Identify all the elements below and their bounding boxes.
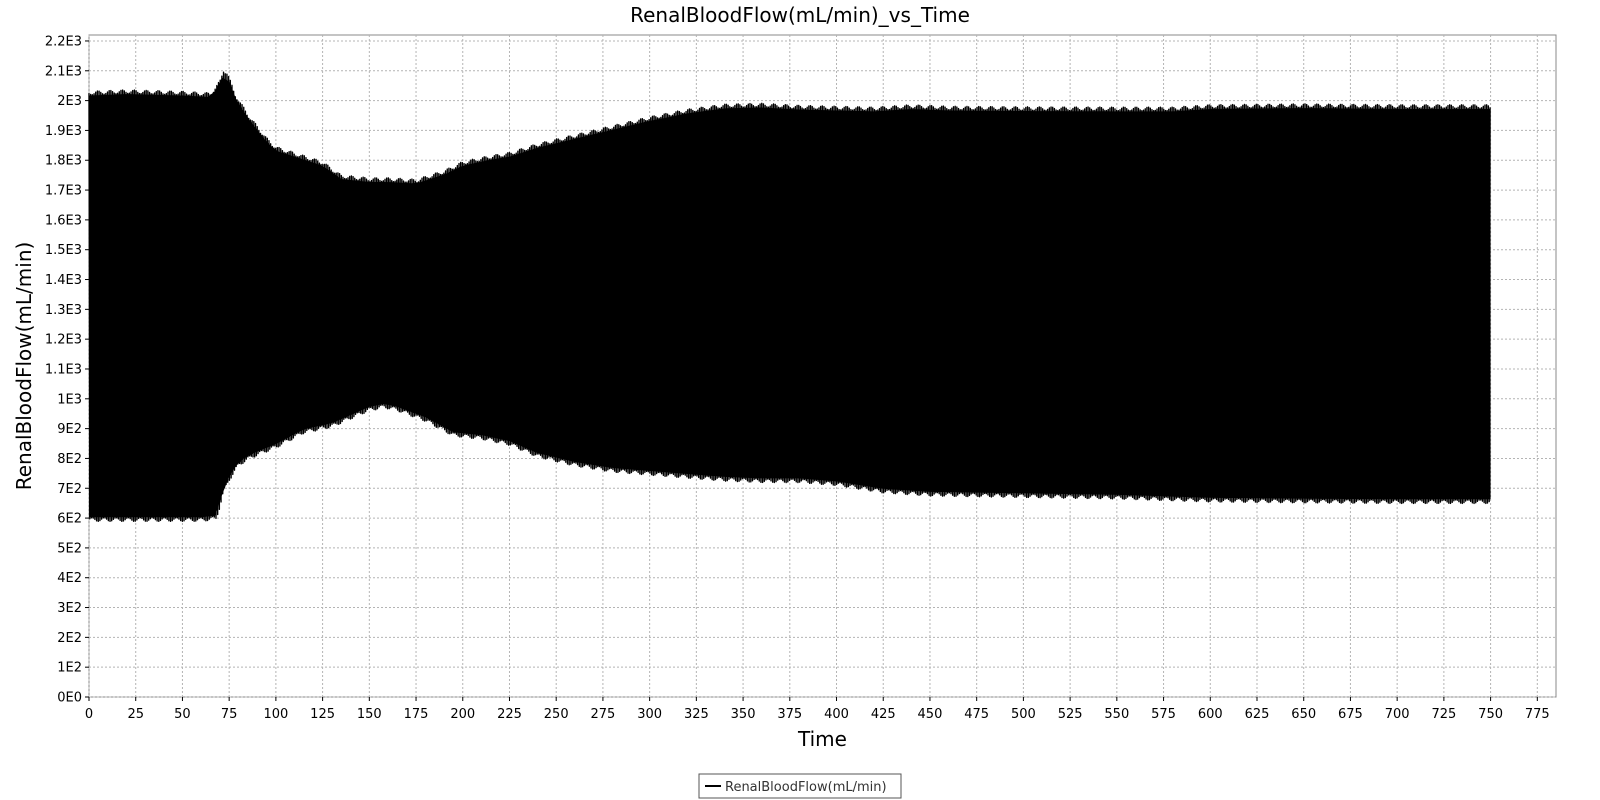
legend-item-label: RenalBloodFlow(mL/min) [725, 780, 887, 795]
x-tick-label: 700 [1385, 707, 1410, 722]
x-tick-label: 425 [871, 707, 896, 722]
y-tick-label: 9E2 [57, 422, 82, 437]
x-tick-label: 625 [1245, 707, 1270, 722]
x-tick-label: 400 [824, 707, 849, 722]
x-tick-label: 675 [1338, 707, 1363, 722]
y-tick-label: 2E2 [57, 631, 82, 646]
x-tick-label: 300 [637, 707, 662, 722]
y-axis-title: RenalBloodFlow(mL/min) [12, 242, 36, 491]
y-tick-label: 1.3E3 [45, 303, 82, 318]
x-tick-label: 775 [1525, 707, 1550, 722]
x-tick-label: 225 [497, 707, 522, 722]
x-tick-label: 50 [174, 707, 191, 722]
x-tick-label: 550 [1104, 707, 1129, 722]
x-axis-title: Time [797, 727, 847, 751]
y-tick-label: 8E2 [57, 452, 82, 467]
y-tick-label: 4E2 [57, 571, 82, 586]
x-tick-label: 475 [964, 707, 989, 722]
y-tick-label: 5E2 [57, 541, 82, 556]
x-tick-label: 375 [777, 707, 802, 722]
y-tick-label: 1.2E3 [45, 333, 82, 348]
chart-title: RenalBloodFlow(mL/min)_vs_Time [630, 3, 970, 27]
y-tick-label: 1.4E3 [45, 273, 82, 288]
y-tick-label: 0E0 [57, 691, 82, 706]
y-tick-label: 1.7E3 [45, 184, 82, 199]
y-tick-label: 1.8E3 [45, 154, 82, 169]
y-tick-label: 2E3 [57, 94, 82, 109]
x-tick-label: 175 [404, 707, 429, 722]
legend: RenalBloodFlow(mL/min) [698, 773, 902, 799]
y-tick-label: 2.1E3 [45, 64, 82, 79]
x-tick-label: 250 [544, 707, 569, 722]
x-tick-label: 750 [1478, 707, 1503, 722]
y-tick-label: 1.1E3 [45, 362, 82, 377]
x-tick-label: 500 [1011, 707, 1036, 722]
x-tick-label: 75 [221, 707, 238, 722]
x-tick-label: 150 [357, 707, 382, 722]
y-tick-label: 7E2 [57, 482, 82, 497]
x-tick-label: 25 [127, 707, 144, 722]
x-tick-label: 200 [450, 707, 475, 722]
x-tick-label: 650 [1291, 707, 1316, 722]
x-tick-label: 725 [1431, 707, 1456, 722]
y-tick-label: 1.9E3 [45, 124, 82, 139]
x-tick-label: 450 [918, 707, 943, 722]
x-tick-label: 575 [1151, 707, 1176, 722]
legend-box [698, 773, 902, 799]
y-tick-label: 1.5E3 [45, 243, 82, 258]
y-tick-label: 3E2 [57, 601, 82, 616]
y-axis-ticks: 0E0 1E2 2E2 3E2 4E2 5E2 6E2 7E2 8E2 9E2 1E3 1.1E3 1.… [45, 34, 89, 706]
x-tick-label: 0 [85, 707, 93, 722]
x-tick-label: 325 [684, 707, 709, 722]
series-band [89, 77, 1491, 518]
x-tick-label: 275 [591, 707, 616, 722]
y-tick-label: 2.2E3 [45, 34, 82, 49]
x-tick-label: 350 [731, 707, 756, 722]
y-tick-label: 1.6E3 [45, 213, 82, 228]
y-tick-label: 1E2 [57, 661, 82, 676]
x-tick-label: 600 [1198, 707, 1223, 722]
y-tick-label: 6E2 [57, 512, 82, 527]
y-tick-label: 1E3 [57, 392, 82, 407]
x-tick-label: 525 [1058, 707, 1083, 722]
plot-area [88, 71, 1491, 523]
x-axis-ticks: 0 25 50 75 100 125 150 175 200 225 250 275 300 325 350… [85, 697, 1550, 722]
x-tick-label: 100 [263, 707, 288, 722]
x-tick-label: 125 [310, 707, 335, 722]
